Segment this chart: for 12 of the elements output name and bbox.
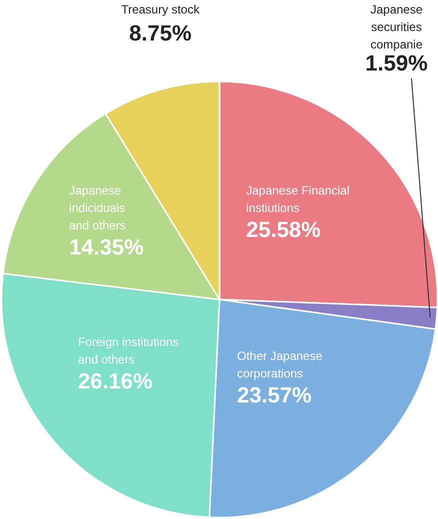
- data-label: 14.35%: [69, 234, 144, 260]
- slice-label: Japanese securities companie: [370, 2, 423, 52]
- slice-label: Foreign institutions and others: [78, 335, 179, 367]
- data-label: 23.57%: [237, 382, 312, 408]
- data-label: 1.59%: [365, 50, 428, 76]
- data-label: 25.58%: [246, 216, 321, 242]
- data-label: 26.16%: [78, 368, 153, 394]
- slice-label: Other Japanese corporations: [237, 349, 323, 381]
- slice-label: Japanese indiciduals and others: [69, 183, 126, 232]
- slice-label: Japanese Financial instiutions: [246, 183, 350, 215]
- slice-label: Treasury stock: [121, 2, 200, 16]
- data-label: 8.75%: [129, 20, 192, 46]
